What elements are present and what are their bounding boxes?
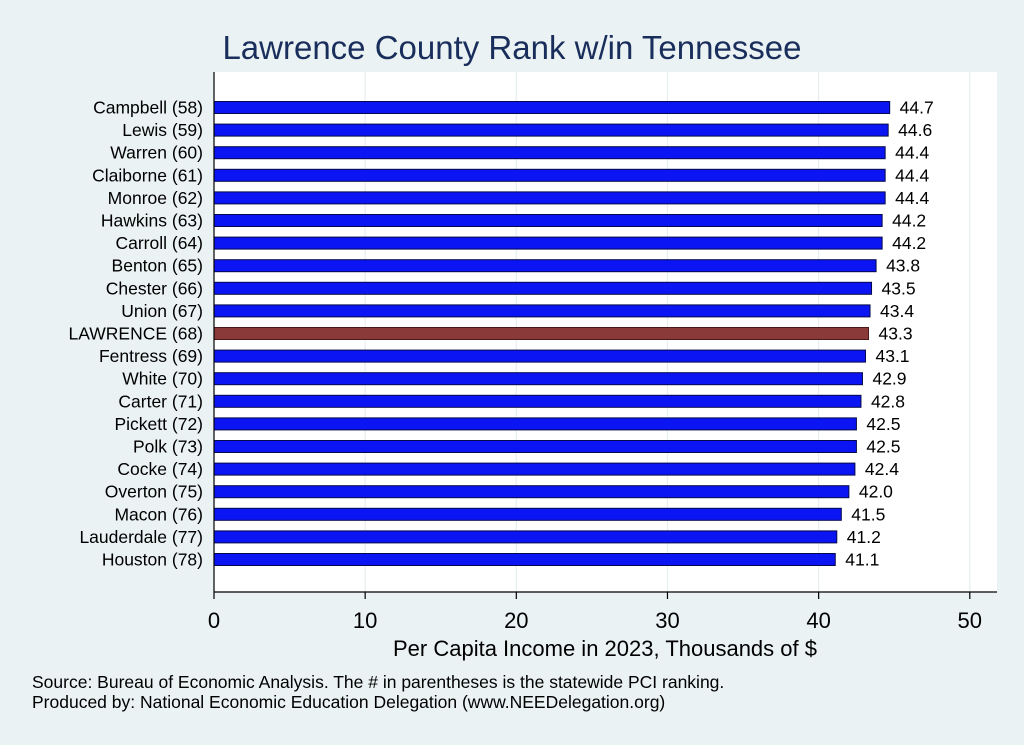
value-label: 44.7 (900, 98, 934, 118)
value-label: 42.0 (859, 482, 893, 502)
bar (213, 259, 877, 273)
x-tick-label: 0 (208, 608, 220, 633)
x-tick-label: 30 (655, 608, 679, 633)
bar (213, 101, 891, 114)
value-label: 41.2 (847, 527, 881, 547)
category-label: Monroe (62) (108, 188, 203, 208)
value-label: 43.5 (882, 278, 916, 298)
value-label: 42.5 (866, 414, 900, 434)
bar (213, 372, 863, 386)
value-label: 43.4 (880, 301, 914, 321)
x-axis-title: Per Capita Income in 2023, Thousands of … (393, 636, 817, 661)
value-label: 44.4 (895, 165, 929, 185)
bar (213, 214, 883, 227)
bar (213, 394, 862, 408)
bar (213, 485, 850, 499)
x-tick-label: 20 (504, 608, 528, 633)
value-label: 42.8 (871, 391, 905, 411)
value-label: 44.4 (895, 188, 929, 208)
bar (213, 123, 889, 137)
category-label: Carroll (64) (115, 233, 203, 253)
value-label: 44.6 (898, 120, 932, 140)
chart-title: Lawrence County Rank w/in Tennessee (222, 29, 801, 66)
category-label: Campbell (58) (93, 98, 203, 118)
bar (213, 462, 856, 476)
category-label: Claiborne (61) (92, 165, 203, 185)
bar (213, 349, 866, 363)
value-label: 42.5 (866, 437, 900, 457)
value-label: 43.8 (886, 256, 920, 276)
bars: Campbell (58) 44.7 Lewis (59) 44.6 Warren (6… (68, 98, 933, 570)
bar (213, 236, 883, 250)
category-label: Polk (73) (133, 437, 203, 457)
value-label: 43.3 (879, 324, 913, 344)
bar (213, 304, 871, 318)
value-label: 44.4 (895, 143, 929, 163)
bar (213, 146, 886, 160)
category-label: Lewis (59) (122, 120, 203, 140)
category-label: Hawkins (63) (101, 211, 203, 231)
bar (213, 440, 857, 453)
x-tick-label: 10 (353, 608, 377, 633)
category-label: Macon (76) (114, 504, 203, 524)
category-label: White (70) (122, 369, 203, 389)
value-label: 42.4 (865, 459, 899, 479)
category-label: Warren (60) (110, 143, 203, 163)
bar-highlight (213, 327, 870, 340)
category-label: Benton (65) (112, 256, 203, 276)
value-label: 43.1 (875, 346, 909, 366)
axes: 0 10 20 30 40 50 (208, 72, 997, 633)
category-label: Pickett (72) (115, 414, 204, 434)
source-note: Source: Bureau of Economic Analysis. The… (32, 672, 724, 692)
category-label: Lauderdale (77) (79, 527, 203, 547)
category-label: Carter (71) (118, 391, 203, 411)
category-label: Overton (75) (105, 482, 203, 502)
bar (213, 507, 842, 521)
bar (213, 530, 838, 544)
value-label: 42.9 (872, 369, 906, 389)
value-label: 44.2 (892, 211, 926, 231)
category-label: Union (67) (121, 301, 203, 321)
category-label: Houston (78) (102, 550, 203, 570)
category-label: Chester (66) (106, 278, 203, 298)
bar (213, 281, 873, 295)
category-label: LAWRENCE (68) (68, 324, 203, 344)
category-label: Cocke (74) (117, 459, 203, 479)
bar (213, 417, 857, 431)
bar (213, 168, 886, 182)
x-tick-label: 50 (958, 608, 982, 633)
value-label: 41.5 (851, 504, 885, 524)
value-label: 44.2 (892, 233, 926, 253)
produced-by-note: Produced by: National Economic Education… (32, 692, 665, 712)
bar (213, 191, 886, 205)
x-tick-label: 40 (806, 608, 830, 633)
value-label: 41.1 (845, 550, 879, 570)
category-label: Fentress (69) (99, 346, 203, 366)
bar (213, 553, 836, 566)
